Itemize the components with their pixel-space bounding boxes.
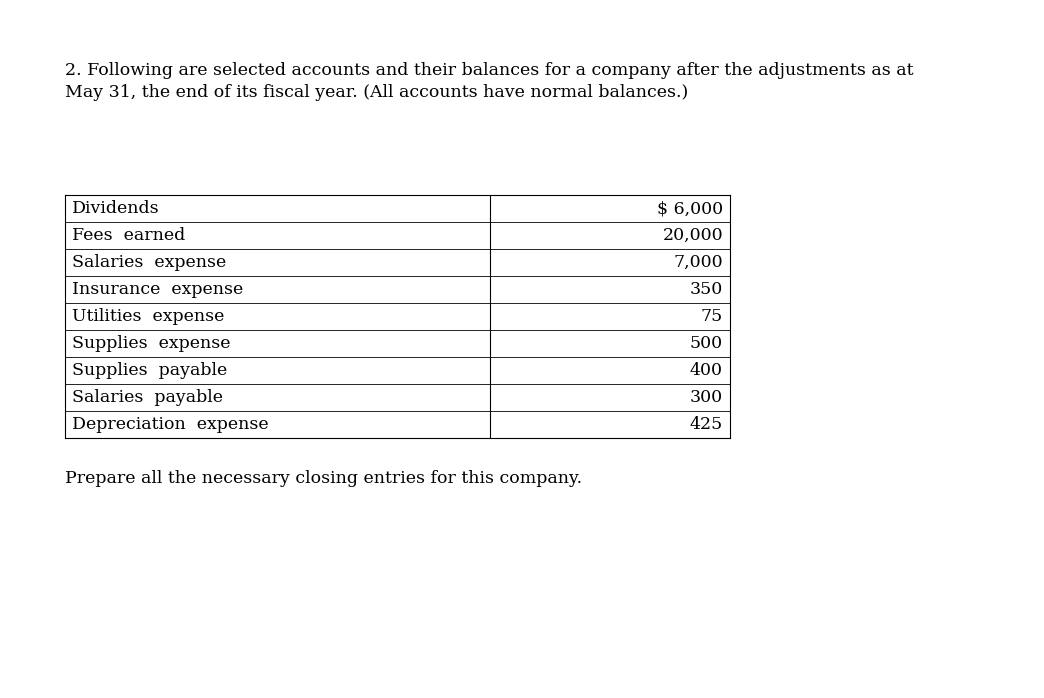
Text: Salaries  payable: Salaries payable [72,389,223,406]
Text: Depreciation  expense: Depreciation expense [72,416,268,433]
Text: 500: 500 [690,335,723,352]
Text: Utilities  expense: Utilities expense [72,308,224,325]
Text: 2. Following are selected accounts and their balances for a company after the ad: 2. Following are selected accounts and t… [65,62,913,79]
Text: Supplies  expense: Supplies expense [72,335,231,352]
Text: 400: 400 [690,362,723,379]
Text: May 31, the end of its fiscal year. (All accounts have normal balances.): May 31, the end of its fiscal year. (All… [65,84,688,101]
Text: Fees  earned: Fees earned [72,227,185,244]
Text: Insurance  expense: Insurance expense [72,281,243,298]
Text: 20,000: 20,000 [662,227,723,244]
Text: 425: 425 [690,416,723,433]
Text: $ 6,000: $ 6,000 [657,200,723,217]
Text: Supplies  payable: Supplies payable [72,362,228,379]
Text: 7,000: 7,000 [673,254,723,271]
Text: 300: 300 [690,389,723,406]
Text: Salaries  expense: Salaries expense [72,254,227,271]
Text: 75: 75 [701,308,723,325]
Text: 350: 350 [690,281,723,298]
Text: Dividends: Dividends [72,200,160,217]
Text: Prepare all the necessary closing entries for this company.: Prepare all the necessary closing entrie… [65,470,583,487]
